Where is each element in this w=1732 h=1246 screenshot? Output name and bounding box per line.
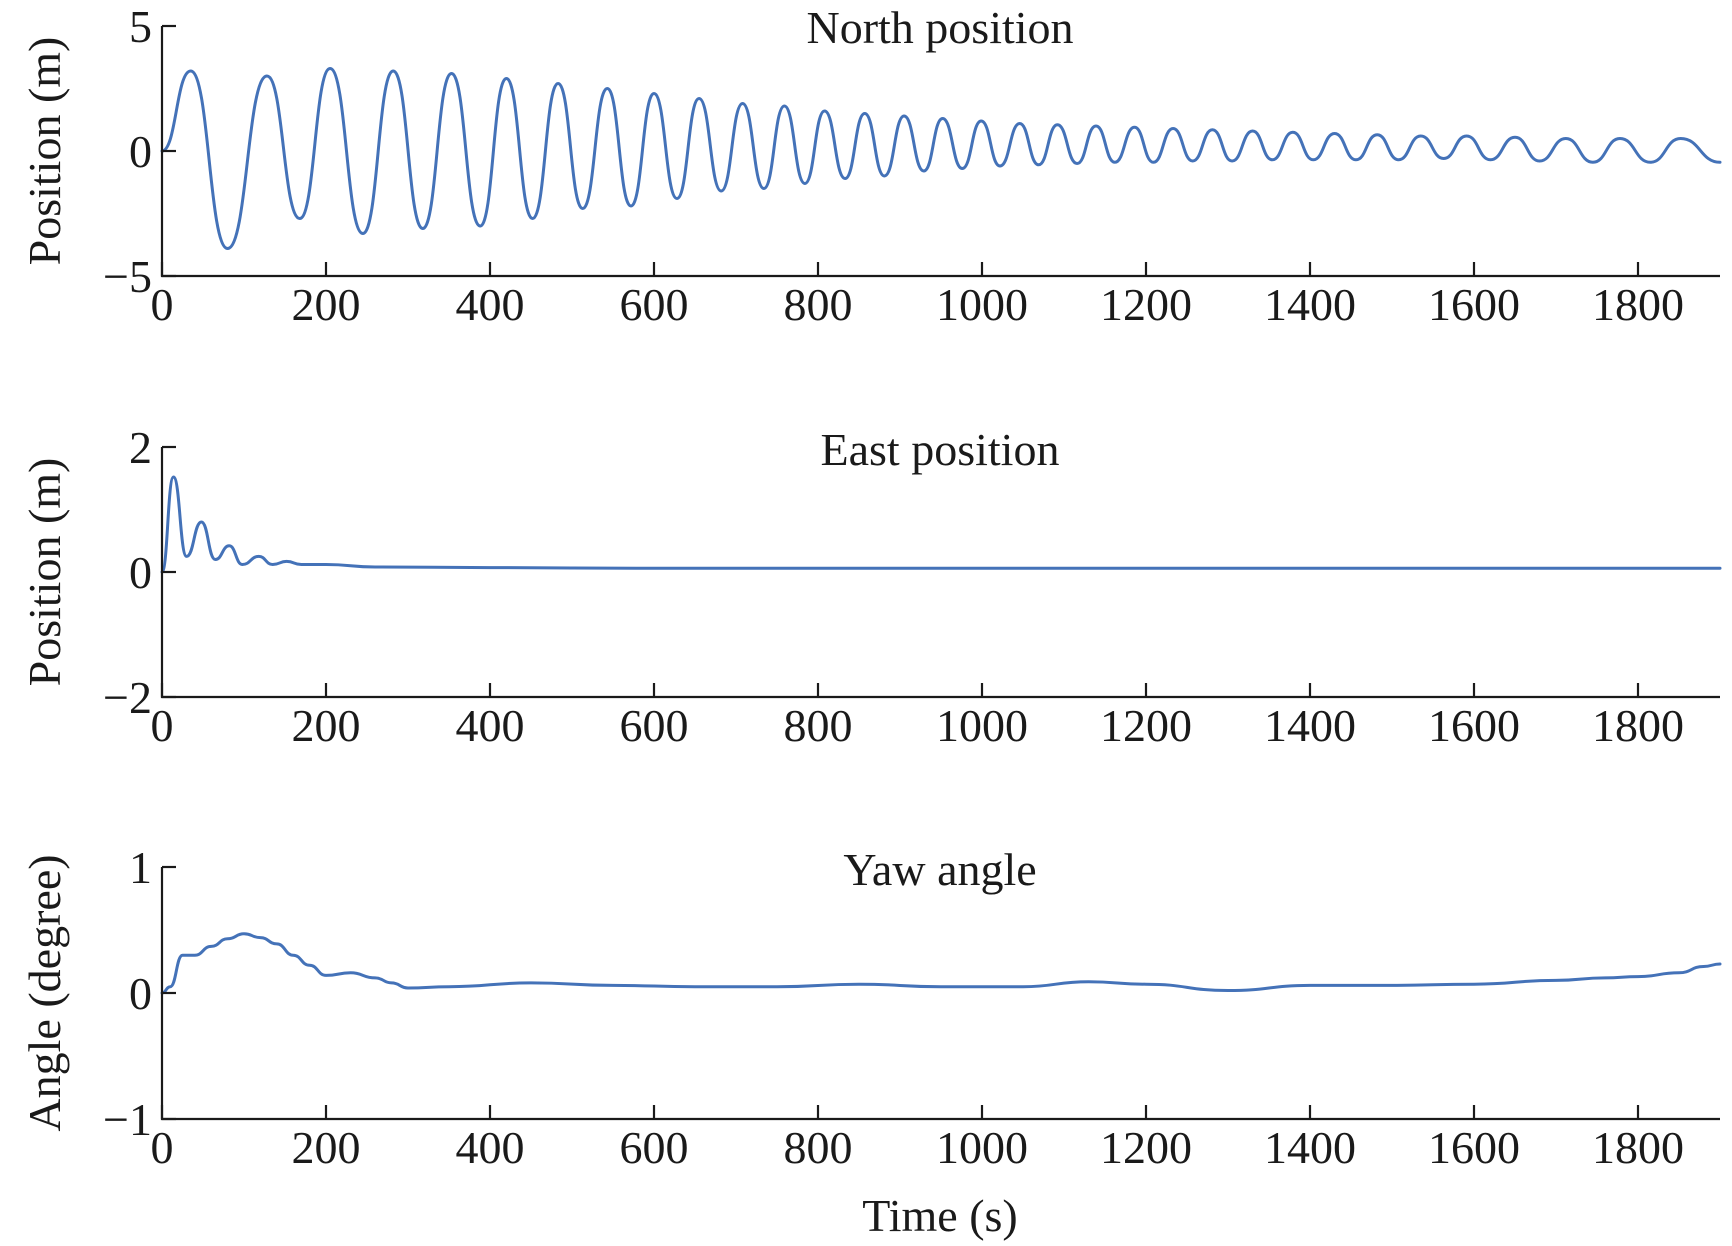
yaw-x-tick-label-1200: 1200 xyxy=(1100,1122,1192,1173)
north-x-tick-label-800: 800 xyxy=(784,279,853,330)
east-y-tick-label-1: 0 xyxy=(129,547,152,598)
yaw-y-tick-label-0: 1 xyxy=(129,842,152,893)
north-y-axis-label: Position (m) xyxy=(19,37,70,266)
yaw-y-tick-label-2: −1 xyxy=(103,1094,152,1145)
yaw-x-tick-label-1800: 1800 xyxy=(1592,1122,1684,1173)
east-x-tick-label-1600: 1600 xyxy=(1428,700,1520,751)
north-series-line xyxy=(160,67,1722,250)
north-x-tick-label-400: 400 xyxy=(456,279,525,330)
north-x-tick-label-1000: 1000 xyxy=(936,279,1028,330)
yaw-x-tick-label-600: 600 xyxy=(620,1122,689,1173)
north-x-tick-label-600: 600 xyxy=(620,279,689,330)
yaw-x-tick-label-800: 800 xyxy=(784,1122,853,1173)
yaw-x-tick-label-0: 0 xyxy=(151,1122,174,1173)
east-title: East position xyxy=(821,424,1060,475)
east-x-tick-label-600: 600 xyxy=(620,700,689,751)
east-x-tick-label-200: 200 xyxy=(292,700,361,751)
north-x-tick-label-1200: 1200 xyxy=(1100,279,1192,330)
north-x-tick-label-200: 200 xyxy=(292,279,361,330)
east-y-tick-label-0: 2 xyxy=(129,422,152,473)
east-y-axis-label: Position (m) xyxy=(19,458,70,687)
north-y-tick-label-1: 0 xyxy=(129,126,152,177)
yaw-y-tick-label-1: 0 xyxy=(129,968,152,1019)
north-x-tick-label-1800: 1800 xyxy=(1592,279,1684,330)
east-axes xyxy=(160,447,1720,699)
yaw-series-line xyxy=(160,932,1722,995)
north-y-tick-label-2: −5 xyxy=(103,251,152,302)
yaw-axes xyxy=(160,867,1720,1121)
east-series-line xyxy=(160,475,1722,574)
yaw-x-tick-label-1400: 1400 xyxy=(1264,1122,1356,1173)
north-axes xyxy=(160,26,1720,278)
east-x-tick-label-400: 400 xyxy=(456,700,525,751)
yaw-y-axis-label: Angle (degree) xyxy=(19,854,70,1131)
yaw-x-tick-label-200: 200 xyxy=(292,1122,361,1173)
north-series-layer xyxy=(160,67,1722,250)
east-x-tick-label-1800: 1800 xyxy=(1592,700,1684,751)
north-title: North position xyxy=(806,2,1073,53)
x-axis-label-time: Time (s) xyxy=(862,1190,1018,1241)
yaw-series-layer xyxy=(160,932,1722,995)
east-x-tick-label-1000: 1000 xyxy=(936,700,1028,751)
east-x-tick-label-800: 800 xyxy=(784,700,853,751)
yaw-title: Yaw angle xyxy=(843,844,1036,895)
east-x-tick-label-0: 0 xyxy=(151,700,174,751)
east-x-tick-label-1200: 1200 xyxy=(1100,700,1192,751)
north-y-tick-label-0: 5 xyxy=(129,1,152,52)
north-x-tick-label-1400: 1400 xyxy=(1264,279,1356,330)
yaw-x-tick-label-1600: 1600 xyxy=(1428,1122,1520,1173)
yaw-x-tick-label-400: 400 xyxy=(456,1122,525,1173)
north-x-tick-label-0: 0 xyxy=(151,279,174,330)
east-series-layer xyxy=(160,475,1722,574)
yaw-x-tick-label-1000: 1000 xyxy=(936,1122,1028,1173)
north-x-tick-label-1600: 1600 xyxy=(1428,279,1520,330)
east-y-tick-label-2: −2 xyxy=(103,672,152,723)
east-x-tick-label-1400: 1400 xyxy=(1264,700,1356,751)
